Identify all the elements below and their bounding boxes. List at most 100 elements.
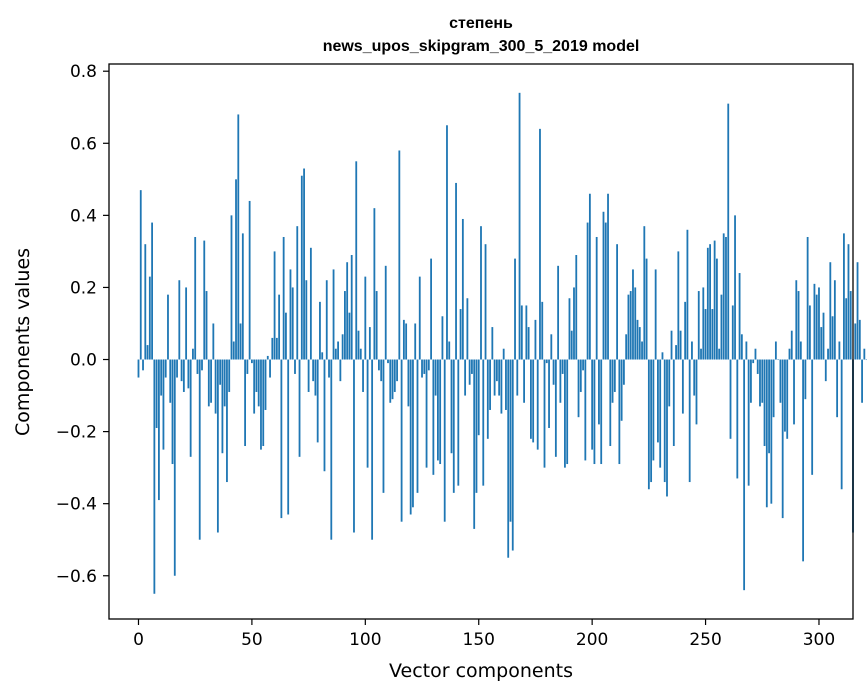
bar-120 xyxy=(409,359,412,515)
bar-127 xyxy=(425,359,428,468)
bar-274 xyxy=(759,359,761,407)
bar-217 xyxy=(629,291,632,360)
y-tick-label-2: −0.2 xyxy=(56,423,97,443)
bar-281 xyxy=(774,341,777,360)
bar-285 xyxy=(784,359,786,432)
bar-170 xyxy=(523,359,525,403)
bar-92 xyxy=(346,262,349,360)
bar-6 xyxy=(151,222,153,360)
bar-96 xyxy=(355,161,358,360)
bar-34 xyxy=(214,359,217,414)
bar-114 xyxy=(396,359,398,382)
bar-222 xyxy=(641,341,643,360)
bar-4 xyxy=(146,345,149,360)
bar-126 xyxy=(423,359,426,374)
x-tick-label-2: 100 xyxy=(349,630,381,650)
y-tick-label-6: 0.6 xyxy=(70,134,97,154)
bar-311 xyxy=(843,233,845,360)
bar-265 xyxy=(738,273,741,360)
bar-249 xyxy=(702,287,705,360)
bar-12 xyxy=(164,359,167,378)
bar-134 xyxy=(441,316,444,360)
bar-314 xyxy=(849,291,852,360)
bar-227 xyxy=(652,359,655,461)
bar-110 xyxy=(387,359,389,364)
bar-294 xyxy=(804,359,807,400)
bar-290 xyxy=(795,280,798,360)
bar-157 xyxy=(493,359,496,396)
bar-177 xyxy=(539,128,541,360)
bar-62 xyxy=(278,294,281,360)
bar-291 xyxy=(797,291,800,360)
bar-293 xyxy=(802,359,804,562)
bar-183 xyxy=(552,359,555,385)
bar-164 xyxy=(509,359,512,522)
bar-8 xyxy=(155,359,158,428)
bar-267 xyxy=(743,359,746,591)
bar-36 xyxy=(219,359,222,385)
chart-title-line-1: степень xyxy=(449,15,513,32)
bar-198 xyxy=(586,222,589,360)
bar-275 xyxy=(761,359,764,403)
bar-242 xyxy=(686,229,689,360)
bar-250 xyxy=(704,309,707,360)
bar-232 xyxy=(663,359,666,483)
bar-124 xyxy=(418,276,421,360)
bar-131 xyxy=(434,359,437,396)
bar-17 xyxy=(176,359,178,378)
bar-306 xyxy=(831,316,834,360)
bar-287 xyxy=(788,348,791,360)
bar-43 xyxy=(235,179,237,360)
bar-59 xyxy=(271,337,274,360)
bar-32 xyxy=(210,359,212,403)
bar-318 xyxy=(858,319,861,360)
chart-title-line-2: news_upos_skipgram_300_5_2019 model xyxy=(323,38,640,55)
bar-312 xyxy=(845,298,848,360)
bars-layer xyxy=(137,92,867,594)
bar-61 xyxy=(275,337,278,360)
bar-310 xyxy=(840,359,843,490)
bar-195 xyxy=(579,359,582,392)
bar-181 xyxy=(548,359,550,428)
bar-214 xyxy=(623,359,625,385)
bar-117 xyxy=(402,319,405,360)
bar-40 xyxy=(228,359,231,392)
bar-109 xyxy=(384,265,387,360)
bar-216 xyxy=(627,294,630,360)
bar-145 xyxy=(466,298,469,360)
bar-98 xyxy=(359,348,362,360)
bar-165 xyxy=(511,359,514,551)
bar-184 xyxy=(554,359,557,457)
bar-234 xyxy=(668,359,671,407)
bar-144 xyxy=(464,359,467,396)
bar-305 xyxy=(829,262,832,360)
bar-276 xyxy=(763,359,766,447)
bar-146 xyxy=(468,359,471,385)
bar-257 xyxy=(720,294,723,360)
bar-142 xyxy=(459,309,462,360)
bar-41 xyxy=(230,215,233,360)
bar-171 xyxy=(525,305,528,360)
bar-173 xyxy=(530,359,532,439)
ticks-layer: 0 50 100 150 200 250 300 −0.6 −0.4 −0.2 0.0 0.2 0.4 0… xyxy=(56,62,835,650)
bar-158 xyxy=(495,359,498,382)
bar-18 xyxy=(178,280,181,360)
bar-94 xyxy=(350,255,353,360)
bar-50 xyxy=(251,359,253,364)
bar-225 xyxy=(647,359,650,490)
bar-248 xyxy=(700,348,702,360)
bar-88 xyxy=(337,341,339,360)
bar-223 xyxy=(643,226,646,360)
bar-210 xyxy=(613,359,616,392)
bar-307 xyxy=(833,280,836,360)
bar-45 xyxy=(239,323,242,360)
bar-105 xyxy=(375,291,378,360)
bar-260 xyxy=(727,103,730,360)
bar-74 xyxy=(305,280,308,360)
bar-289 xyxy=(793,359,795,425)
bar-51 xyxy=(253,359,256,414)
x-axis-label: Vector components xyxy=(389,660,573,682)
bar-77 xyxy=(312,359,315,382)
bar-115 xyxy=(398,150,401,360)
bar-279 xyxy=(770,359,773,504)
